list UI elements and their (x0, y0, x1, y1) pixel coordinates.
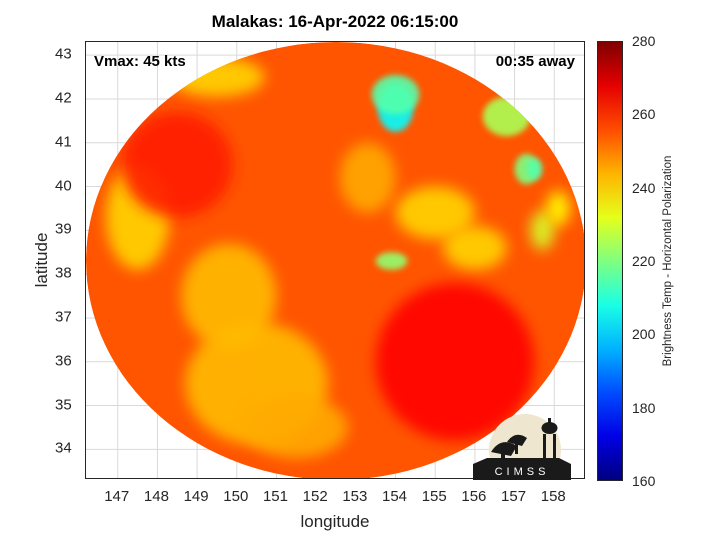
x-tick-label: 150 (223, 488, 249, 505)
brightness-feature (395, 186, 475, 240)
cimss-logo-icon: CIMSS (473, 414, 571, 480)
brightness-field (86, 42, 584, 478)
colorbar (597, 41, 623, 481)
x-tick-label: 147 (104, 488, 130, 505)
brightness-feature (339, 142, 396, 213)
x-axis-label: longitude (300, 512, 370, 531)
brightness-feature (181, 243, 277, 349)
colorbar-tick-label: 180 (632, 399, 656, 416)
y-tick-label: 37 (55, 308, 72, 326)
brightness-feature (482, 96, 531, 137)
colorbar-tick-label: 160 (632, 473, 656, 489)
y-tick-label: 41 (55, 133, 72, 151)
colorbar-tick-label: 220 (632, 253, 656, 269)
y-tick-label: 35 (55, 396, 72, 414)
vmax-annotation: Vmax: 45 kts (94, 53, 186, 70)
brightness-feature (546, 190, 571, 226)
brightness-feature (530, 210, 555, 251)
y-tick-label: 34 (55, 439, 72, 457)
y-tick-label: 42 (55, 89, 72, 107)
x-tick-label: 154 (382, 488, 408, 505)
brightness-feature (443, 225, 507, 270)
x-tick-label: 157 (501, 488, 527, 505)
x-tick-label: 158 (540, 488, 566, 505)
colorbar-tick-label: 260 (632, 106, 656, 123)
colorbar-tick-label: 280 (632, 33, 656, 49)
y-axis-label: latitude (32, 232, 51, 288)
brightness-feature (121, 112, 233, 218)
colorbar-tick-label: 240 (632, 179, 656, 196)
brightness-feature (526, 158, 543, 180)
y-tick-label: 38 (55, 264, 72, 282)
x-tick-label: 153 (342, 488, 368, 505)
x-tick-label: 152 (302, 488, 328, 505)
brightness-feature (375, 282, 535, 441)
brightness-feature (371, 74, 420, 115)
plot-area: Vmax: 45 kts 00:35 away (85, 41, 585, 479)
y-tick-label: 40 (55, 177, 72, 195)
chart-title: Malakas: 16-Apr-2022 06:15:00 (211, 12, 459, 31)
svg-text:CIMSS: CIMSS (495, 466, 550, 478)
brightness-feature (375, 252, 408, 270)
colorbar-label: Brightness Temp - Horizontal Polarizatio… (662, 155, 674, 367)
y-tick-label: 39 (55, 220, 72, 238)
x-tick-label: 155 (421, 488, 447, 505)
x-tick-label: 149 (183, 488, 209, 505)
brightness-feature (244, 396, 348, 459)
x-tick-label: 151 (262, 488, 288, 505)
heatmap-svg (86, 42, 584, 478)
x-tick-label: 156 (461, 488, 487, 505)
colorbar-tick-label: 200 (632, 326, 656, 343)
y-tick-label: 43 (55, 45, 72, 63)
time-away-annotation: 00:35 away (495, 53, 575, 70)
y-tick-label: 36 (55, 352, 72, 370)
x-tick-label: 148 (143, 488, 169, 505)
